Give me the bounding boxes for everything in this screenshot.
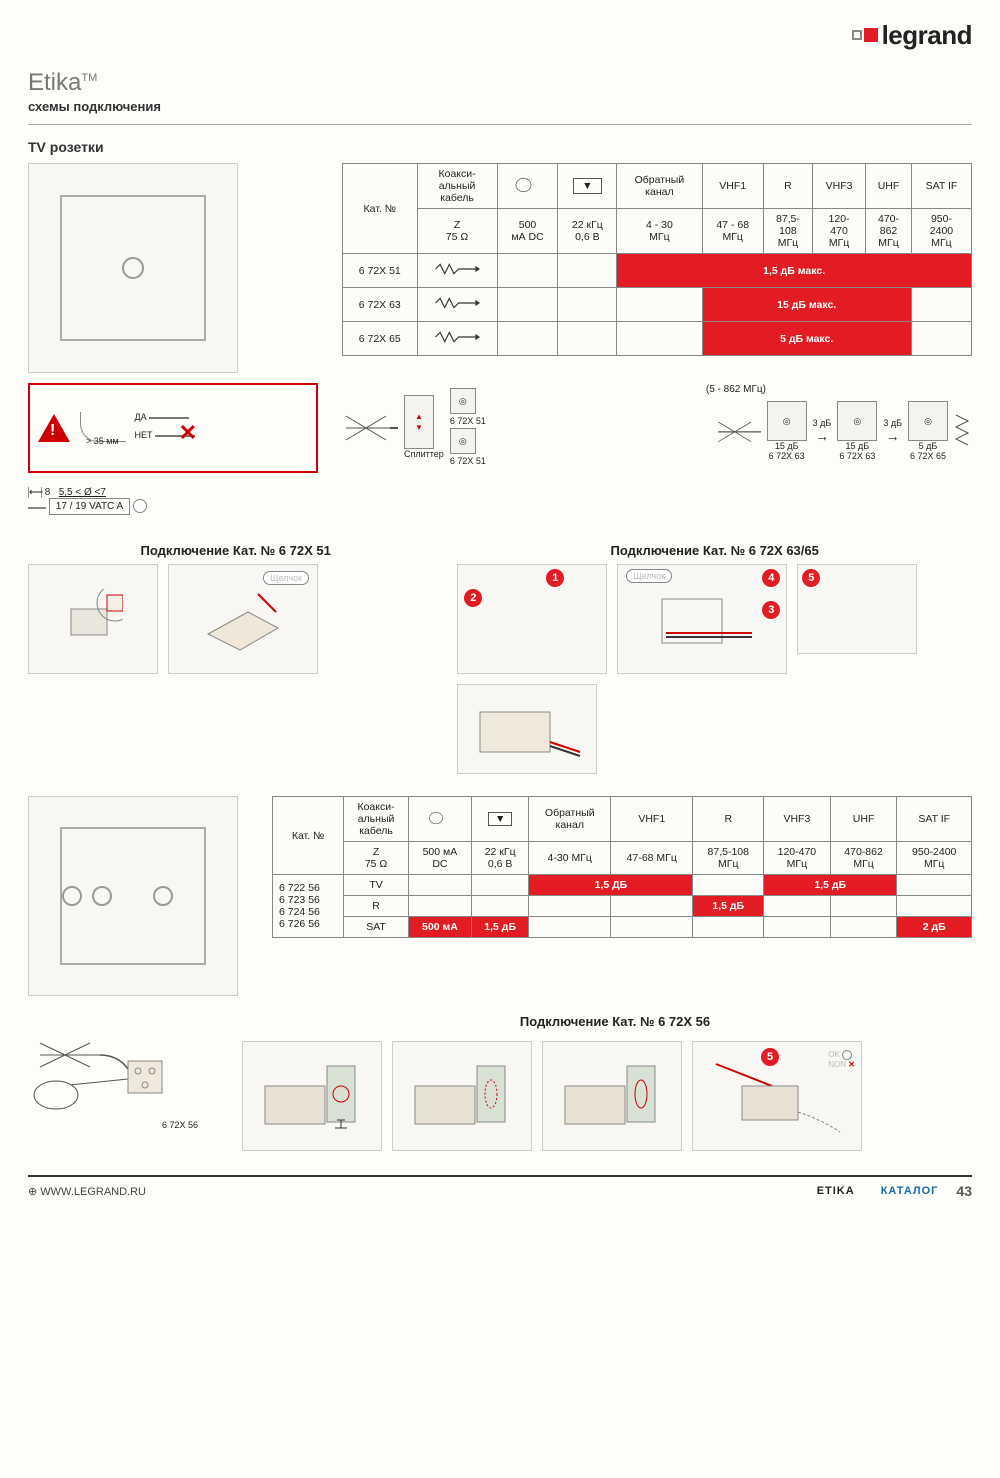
conn-title-6365: Подключение Кат. № 6 72Х 63/65 [457,543,972,558]
antenna-diagram: 6 72X 56 [28,1035,228,1130]
daisy-chain-diagram: (5 - 862 МГц) ◎ 15 дБ6 72X 63 3 дБ→ ◎ 15… [500,384,972,461]
product-illustration-2 [28,796,238,996]
page-footer: ⊕ WWW.LEGRAND.RU ETIKA КАТАЛОГ 43 [28,1175,972,1199]
spec-table-2: Кат. № Коакси- альный кабель ▼ Обратный … [272,796,972,938]
splitter-diagram: ▲ ▼ Сплиттер ◎ 6 72X 51 ◎ 6 72X 51 [342,388,486,466]
product-illustration [28,163,238,373]
instructions-51: Щелчок [28,564,443,674]
conn-title-51: Подключение Кат. № 6 72Х 51 [28,543,443,558]
page-subtitle: схемы подключения [28,99,972,125]
spec-table-1: Кат. № Коакси- альный кабель ▼ Обратный … [342,163,972,356]
warning-icon [38,414,70,442]
brand-logo: legrand [28,20,972,51]
instructions-6365: 1 2 Щелчок 3 4 5 [457,564,972,774]
conn-title-56: Подключение Кат. № 6 72Х 56 [258,1014,972,1029]
cable-spec: ⟵ 8 5,5 < Ø <7 17 / 19 VATC A [28,487,328,515]
section-title-tv: TV розетки [28,139,972,155]
warning-cable-bend: ДА НЕТ ✕ > 35 мм [28,383,318,473]
instructions-56: 5 OK NON ✕ [242,1041,972,1151]
product-name: EtikaTM [28,69,972,97]
